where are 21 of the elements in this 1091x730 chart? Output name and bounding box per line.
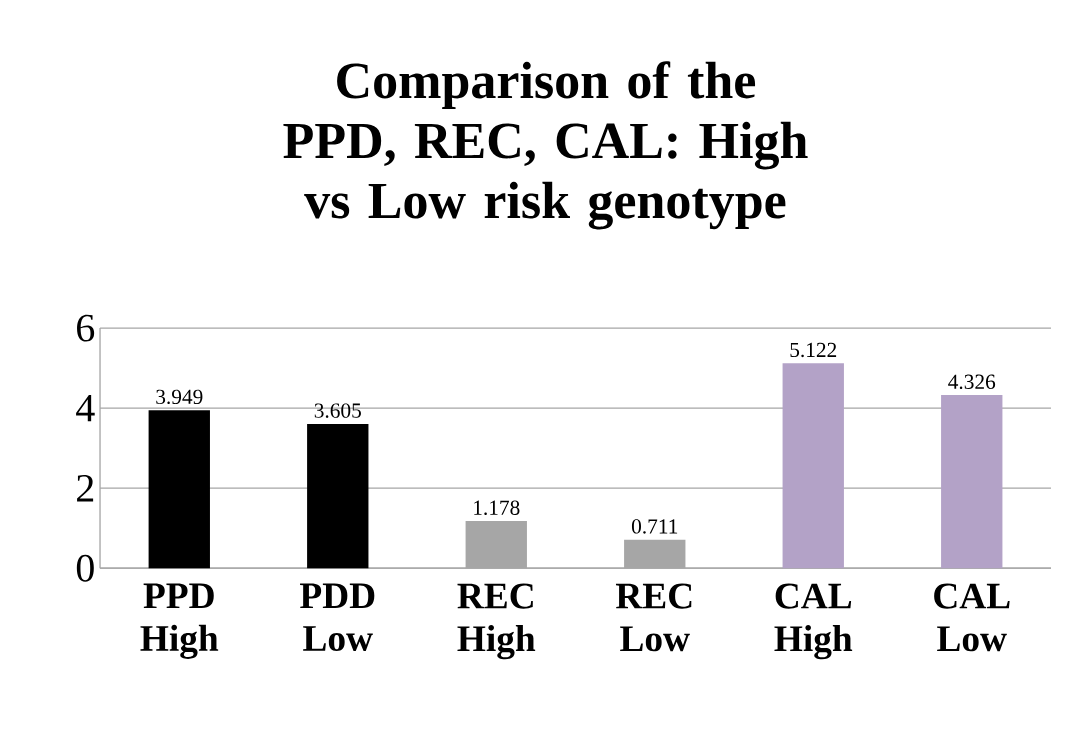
x-tick-label: CAL High [774,583,853,660]
data-label: 4.326 [948,374,996,390]
y-tick-label: 6 [77,314,95,342]
data-label: 3.605 [314,403,361,419]
y-tick-label: 4 [76,395,95,422]
x-tick-label: REC High [457,583,536,660]
data-label: 1.178 [474,500,520,516]
y-tick-label: 2 [77,475,94,502]
data-label: 5.122 [790,342,837,358]
bar [307,424,369,569]
x-tick-label: CAL Low [934,583,1010,652]
x-tick-label: PDD Low [300,583,375,652]
y-tick-label: 0 [76,554,94,582]
bar [148,410,210,569]
data-label: 0.711 [631,519,678,534]
bar [782,363,844,569]
x-tick-label: REC Low [615,583,692,652]
data-label: 3.949 [156,389,203,405]
chart-title: Comparison of the PPD, REC, CAL: High vs Low risk genotype [283,61,808,230]
bar [941,395,1003,569]
x-tick-label: PPD High [140,583,219,660]
